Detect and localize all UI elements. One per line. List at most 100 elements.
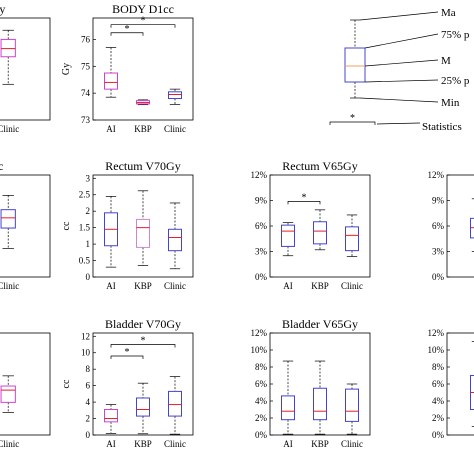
iqr-box — [136, 218, 150, 248]
box-0 — [281, 222, 295, 257]
significance-bracket: * — [110, 24, 144, 36]
y-tick-label: 6% — [432, 221, 445, 231]
y-tick-label: 4 — [86, 397, 91, 407]
y-axis-label: cc — [61, 221, 72, 230]
significance-star: * — [141, 336, 146, 347]
box-0 — [104, 196, 118, 268]
iqr-box — [313, 221, 327, 245]
y-tick-label: 2% — [255, 413, 268, 423]
y-tick-label: 8 — [86, 364, 91, 374]
legend-diagram: Ma 75% p M 25% p Min * Statistics — [329, 7, 470, 133]
panel-p5: Rectum V70Gy cc 0 0.5 1 1.5 2 2.5 3 AI KBP Clinic — [61, 159, 194, 291]
category-label: AI — [106, 281, 116, 291]
y-tick-label: 74 — [81, 88, 91, 98]
iqr-box — [345, 388, 359, 422]
y-tick-label: 1.5 — [79, 223, 91, 233]
bracket-line — [110, 24, 176, 28]
y-axis-label: Gy — [61, 63, 72, 75]
y-tick-label: 10% — [428, 345, 445, 355]
category-label: KBP — [134, 281, 152, 291]
category-label: AI — [106, 439, 116, 449]
category-label: Clinic — [164, 124, 186, 134]
legend-leader-line — [364, 59, 439, 67]
y-tick-label: 6% — [432, 379, 445, 389]
significance-star: * — [125, 347, 130, 358]
y-tick-label: 9% — [255, 196, 268, 206]
box-2 — [168, 202, 182, 270]
legend-box — [344, 47, 366, 83]
y-tick-label: 6 — [86, 381, 91, 391]
y-tick-label: 2% — [432, 413, 445, 423]
iqr-box — [168, 390, 182, 417]
y-tick-label: 10 — [81, 348, 91, 358]
category-label: AI — [283, 281, 293, 291]
panel-title: BODY D1cc — [112, 2, 174, 16]
legend-label: Statistics — [422, 121, 462, 133]
y-tick-label: 0.5 — [79, 256, 91, 266]
significance-bracket: * — [110, 16, 176, 28]
iqr-box — [168, 91, 182, 100]
y-tick-label: 12% — [251, 328, 268, 338]
panel-p7: 0% 3% 6% 9% 12% — [428, 170, 474, 282]
box-1 — [136, 99, 150, 106]
y-tick-label: 12% — [428, 328, 445, 338]
panel-title: 1cc — [0, 159, 3, 173]
category-label: KBP — [134, 439, 152, 449]
category-label: Clinic — [341, 281, 363, 291]
y-tick-label: 3 — [86, 173, 91, 183]
axes-frame — [0, 17, 51, 121]
legend-leader-line — [364, 79, 439, 83]
y-tick-label: 9% — [432, 196, 445, 206]
category-label: Clinic — [164, 439, 186, 449]
legend-bracket — [329, 121, 376, 125]
legend-leader-line — [364, 33, 439, 49]
y-tick-label: 2.5 — [79, 190, 91, 200]
box-1 — [313, 209, 327, 251]
bracket-line — [110, 344, 176, 348]
y-tick-label: 75 — [81, 61, 91, 71]
significance-star: * — [125, 24, 130, 35]
axes-frame — [446, 174, 474, 278]
category-label: AI — [283, 439, 293, 449]
iqr-box — [345, 226, 359, 252]
panel-title: Bladder V65Gy — [282, 317, 358, 331]
axes-frame — [92, 17, 194, 121]
box-0 — [470, 341, 474, 427]
y-tick-label: 3% — [432, 247, 445, 257]
box-2 — [345, 383, 359, 435]
iqr-box — [104, 409, 118, 423]
iqr-box — [0, 38, 16, 58]
box-0 — [281, 360, 295, 435]
box-0 — [104, 404, 118, 434]
y-axis-label: cc — [61, 379, 72, 388]
y-tick-label: 0% — [432, 430, 445, 440]
axes-frame — [446, 332, 474, 436]
category-label: Clinic — [0, 439, 19, 449]
bracket-line — [287, 201, 321, 205]
box-2 — [168, 88, 182, 105]
panel-p4: 1cc Clinic — [0, 159, 51, 291]
box-1 — [313, 360, 327, 435]
iqr-box — [0, 209, 16, 229]
legend-label: M — [441, 55, 451, 67]
y-tick-label: 12% — [251, 170, 268, 180]
significance-bracket: * — [110, 347, 144, 360]
panel-p10: Bladder V65Gy 0% 2% 4% 6% 8% 10% 12% AI KBP Clinic — [251, 317, 371, 449]
panel-title: Rectum V70Gy — [105, 159, 180, 173]
axes-frame — [269, 174, 371, 278]
box-1 — [136, 382, 150, 435]
y-tick-label: 0% — [255, 272, 268, 282]
category-label: AI — [106, 124, 116, 134]
y-tick-label: 12% — [428, 170, 445, 180]
panel-p6: Rectum V65Gy 0% 3% 6% 9% 12% AI KBP Clinic * — [251, 159, 371, 291]
legend-label: 25% p — [441, 75, 470, 87]
y-tick-label: 12 — [81, 331, 90, 341]
legend-leader-line — [359, 97, 439, 103]
bracket-line — [110, 355, 144, 360]
iqr-box — [136, 397, 150, 417]
bracket-line — [110, 32, 144, 36]
legend-label: 75% p — [441, 29, 470, 41]
y-tick-label: 8% — [255, 362, 268, 372]
